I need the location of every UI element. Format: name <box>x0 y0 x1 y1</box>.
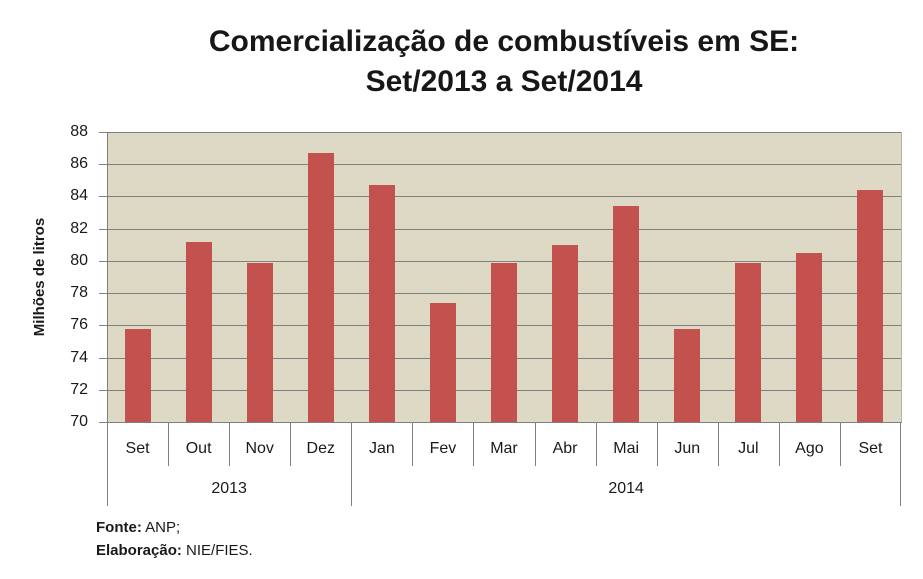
chart-title-line1: Comercialização de combustíveis em SE: <box>208 25 800 58</box>
y-tick-label-76: 76 <box>70 316 88 334</box>
bar-mai-8 <box>613 206 640 422</box>
x-axis-labels: Set Out Nov Dez Jan Fev Mar Abr Mai Jun Jul Ago Set 2… <box>107 422 901 506</box>
y-axis-line <box>107 132 108 423</box>
bar-nov-2 <box>246 262 273 422</box>
month-separator-8 <box>595 422 597 466</box>
y-tick-label-74: 74 <box>70 348 88 366</box>
chart-title: Comercialização de combustíveis em SE: S… <box>107 22 901 102</box>
y-tick-label-72: 72 <box>70 380 88 398</box>
gridline-86 <box>107 164 901 166</box>
chart-title-line2: Set/2013 a Set/2014 <box>365 65 643 98</box>
gridline-82 <box>107 228 901 230</box>
month-separator-5 <box>412 422 414 466</box>
x-tick-label-jun-9: Jun <box>674 439 701 457</box>
y-tick-mark-80 <box>99 260 107 262</box>
month-separator-1 <box>168 422 170 466</box>
y-tick-mark-84 <box>99 196 107 198</box>
x-tick-label-nov-2: Nov <box>245 439 274 457</box>
year-separator-1 <box>351 422 353 506</box>
year-label-2013: 2013 <box>211 480 247 497</box>
source-label: Fonte: <box>96 519 142 536</box>
x-tick-label-set-0: Set <box>125 439 150 457</box>
y-tick-label-86: 86 <box>70 155 88 173</box>
y-tick-mark-88 <box>99 132 107 133</box>
y-axis-title: Milhões de litros <box>31 217 48 337</box>
bar-jan-4 <box>368 185 395 422</box>
elaboration-label: Elaboração: <box>96 542 182 559</box>
x-tick-label-ago-11: Ago <box>795 439 824 457</box>
bar-abr-7 <box>552 244 579 422</box>
x-tick-label-out-1: Out <box>185 439 212 457</box>
month-separator-2 <box>229 422 231 466</box>
y-tick-label-78: 78 <box>70 284 88 302</box>
year-separator-2 <box>900 422 901 506</box>
gridline-80 <box>107 260 901 262</box>
y-tick-mark-82 <box>99 228 107 230</box>
y-tick-mark-78 <box>99 293 107 295</box>
x-tick-label-jul-10: Jul <box>738 439 759 457</box>
plot-area <box>107 132 901 422</box>
x-tick-label-jan-4: Jan <box>368 439 395 457</box>
y-tick-mark-70 <box>99 422 107 423</box>
gridline-84 <box>107 196 901 198</box>
year-separator-0 <box>107 422 108 506</box>
y-tick-mark-86 <box>99 164 107 166</box>
y-tick-label-80: 80 <box>70 251 88 269</box>
month-separator-12 <box>839 422 841 466</box>
source-value: ANP; <box>145 519 181 536</box>
month-separator-10 <box>717 422 719 466</box>
bar-mar-6 <box>491 262 517 422</box>
bar-set-0 <box>124 328 151 422</box>
x-tick-label-fev-5: Fev <box>429 439 457 457</box>
month-separator-3 <box>290 422 292 466</box>
x-tick-label-mar-6: Mar <box>490 439 518 457</box>
month-separator-6 <box>473 422 475 466</box>
bar-fev-5 <box>429 302 456 422</box>
x-tick-label-dez-3: Dez <box>306 439 335 457</box>
bar-jul-10 <box>735 262 762 422</box>
elaboration-value: NIE/FIES. <box>186 542 253 559</box>
month-separator-9 <box>656 422 658 466</box>
year-label-2014: 2014 <box>608 480 644 497</box>
y-tick-mark-72 <box>99 389 107 391</box>
bar-set-12 <box>857 190 884 422</box>
y-tick-label-70: 70 <box>70 413 88 430</box>
plot-right-border <box>901 132 902 422</box>
source-line: Fonte: ANP; <box>96 516 253 539</box>
x-tick-label-set-12: Set <box>858 439 883 457</box>
month-separator-11 <box>778 422 780 466</box>
y-tick-label-84: 84 <box>70 187 88 205</box>
x-axis-line <box>107 422 902 423</box>
elaboration-line: Elaboração: NIE/FIES. <box>96 539 253 562</box>
bar-out-1 <box>185 241 212 422</box>
x-tick-label-mai-8: Mai <box>613 439 640 457</box>
y-tick-mark-76 <box>99 325 107 327</box>
x-tick-label-abr-7: Abr <box>552 439 578 457</box>
gridline-88 <box>107 132 901 133</box>
source-note: Fonte: ANP; Elaboração: NIE/FIES. <box>96 516 253 562</box>
y-tick-label-82: 82 <box>70 219 88 237</box>
bar-jun-9 <box>674 328 701 422</box>
month-separator-7 <box>534 422 536 466</box>
y-tick-mark-74 <box>99 357 107 359</box>
bar-dez-3 <box>307 152 334 422</box>
y-tick-label-88: 88 <box>70 123 88 140</box>
bar-ago-11 <box>796 252 823 422</box>
